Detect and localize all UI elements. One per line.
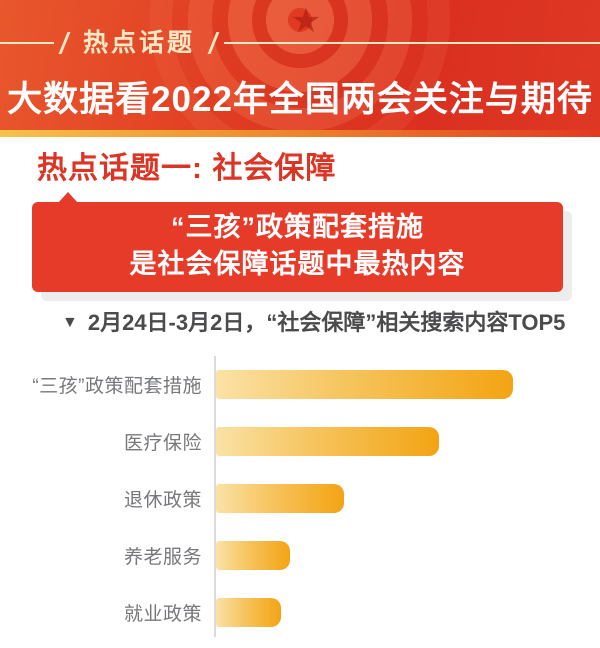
page-title: 大数据看2022年全国两会关注与期待 bbox=[7, 80, 593, 119]
chart-row: 养老服务 bbox=[0, 541, 600, 570]
bar-track bbox=[216, 427, 513, 456]
star-icon: ★ bbox=[290, 2, 322, 40]
content-area: 热点话题一: 社会保障 “三孩”政策配套措施 是社会保障话题中最热内容 ▼ 2月… bbox=[0, 150, 600, 637]
badge-label: 热点话题 bbox=[83, 29, 196, 57]
bar bbox=[216, 541, 291, 570]
chart-rows: “三孩”政策配套措施 医疗保险 退休政策 养老服务 就业政策 bbox=[0, 370, 600, 627]
chart-subtitle: ▼ 2月24日-3月2日，“社会保障”相关搜索内容TOP5 bbox=[62, 310, 600, 336]
bar-label: 退休政策 bbox=[123, 490, 202, 511]
bar-track bbox=[216, 598, 513, 627]
bar bbox=[216, 370, 513, 399]
chart-row: “三孩”政策配套措施 bbox=[0, 370, 600, 399]
decor-rings bbox=[0, 0, 600, 130]
y-axis-line bbox=[214, 356, 216, 637]
header-banner: ★ 热点话题 大数据看2022年全国两会关注与期待 bbox=[0, 0, 600, 130]
bar-track bbox=[216, 541, 513, 570]
chart-row: 就业政策 bbox=[0, 598, 600, 627]
bar-label: 医疗保险 bbox=[123, 433, 202, 454]
slash-decor-left bbox=[58, 32, 71, 54]
badge-row: 热点话题 bbox=[0, 28, 600, 58]
badge-line-left bbox=[0, 42, 54, 44]
bar-track bbox=[216, 484, 513, 513]
badge-line-right bbox=[224, 42, 600, 44]
bar-label: 就业政策 bbox=[123, 604, 202, 625]
bar bbox=[216, 427, 439, 456]
section-heading: 热点话题一: 社会保障 bbox=[37, 152, 337, 185]
highlight-banner-wrap: “三孩”政策配套措施 是社会保障话题中最热内容 bbox=[32, 192, 563, 292]
down-triangle-icon: ▼ bbox=[62, 314, 78, 331]
bar bbox=[216, 484, 344, 513]
bar-label: “三孩”政策配套措施 bbox=[32, 376, 202, 397]
banner-line-2: 是社会保障话题中最热内容 bbox=[129, 249, 466, 279]
banner-pointer-triangle-icon bbox=[58, 192, 78, 203]
chart-subtitle-text: 2月24日-3月2日，“社会保障”相关搜索内容TOP5 bbox=[87, 310, 566, 335]
gradient-stripe bbox=[0, 130, 600, 137]
banner-line-1: “三孩”政策配套措施 bbox=[171, 212, 424, 242]
bar-chart: “三孩”政策配套措施 医疗保险 退休政策 养老服务 就业政策 bbox=[0, 356, 600, 637]
chart-row: 退休政策 bbox=[0, 484, 600, 513]
slash-decor-right bbox=[207, 32, 220, 54]
bar bbox=[216, 598, 282, 627]
chart-row: 医疗保险 bbox=[0, 427, 600, 456]
bar-track bbox=[216, 370, 513, 399]
bar-label: 养老服务 bbox=[123, 547, 202, 568]
highlight-banner: “三孩”政策配套措施 是社会保障话题中最热内容 bbox=[32, 202, 563, 292]
